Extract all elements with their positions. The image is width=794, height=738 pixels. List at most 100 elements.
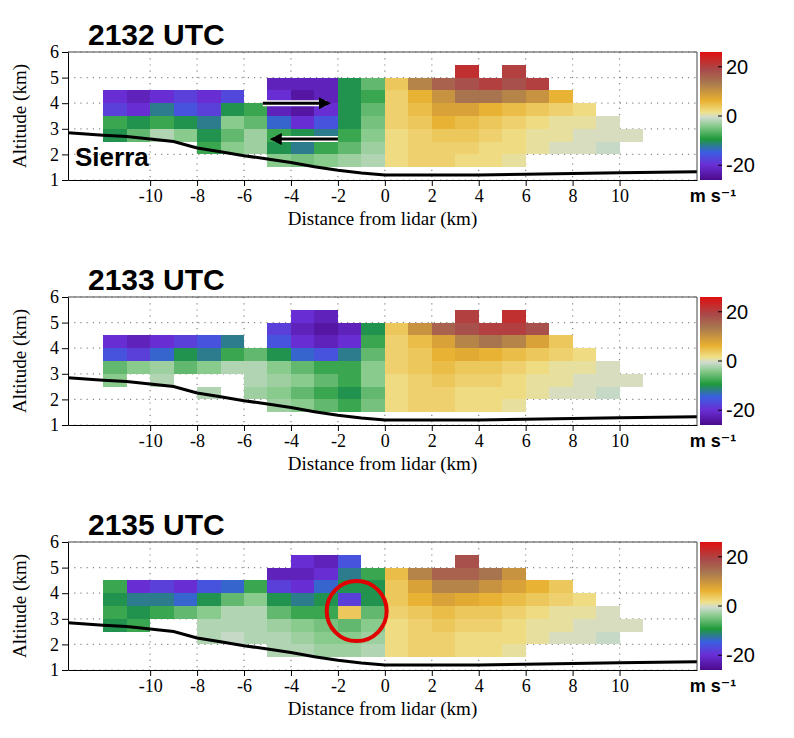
y-tick-label: 5 <box>50 313 59 333</box>
cell <box>408 323 431 336</box>
x-tick: -4 <box>284 425 299 451</box>
cell <box>338 399 361 412</box>
y-tick: 5 <box>50 313 68 333</box>
y-tick-label: 5 <box>50 558 59 578</box>
cell <box>526 374 549 387</box>
cell <box>267 78 290 91</box>
cell <box>596 632 619 645</box>
y-axis: 123456 <box>50 287 69 435</box>
colorbar-ramp <box>700 52 722 180</box>
cell <box>432 361 455 374</box>
cell <box>338 568 361 581</box>
cell <box>267 580 290 593</box>
cell <box>455 580 478 593</box>
cell <box>385 593 408 606</box>
grid-line <box>68 541 697 542</box>
cell <box>338 361 361 374</box>
x-tick: -2 <box>331 425 346 451</box>
cell <box>127 103 150 116</box>
x-tick: 10 <box>611 180 629 206</box>
x-tick-label: -4 <box>284 431 299 451</box>
cell <box>526 619 549 632</box>
x-tick-label: -2 <box>331 431 346 451</box>
cell <box>573 632 596 645</box>
cell <box>432 335 455 348</box>
cell <box>244 374 267 387</box>
cell <box>455 65 478 78</box>
cell <box>267 335 290 348</box>
y-tick-label: 6 <box>50 532 59 552</box>
cell <box>267 348 290 361</box>
cell <box>197 580 220 593</box>
cell <box>244 116 267 129</box>
cell <box>338 593 361 606</box>
cell <box>103 348 126 361</box>
y-axis-line <box>68 543 69 671</box>
cell <box>221 103 244 116</box>
cell <box>432 580 455 593</box>
x-tick-label: 6 <box>522 431 531 451</box>
cell <box>267 142 290 155</box>
colorbar-tick <box>718 361 722 362</box>
cell <box>502 129 525 142</box>
cell <box>526 323 549 336</box>
cell <box>408 78 431 91</box>
cell <box>549 374 572 387</box>
cell <box>526 632 549 645</box>
colorbar-tick <box>718 655 722 656</box>
x-tick: -4 <box>284 180 299 206</box>
cell <box>455 116 478 129</box>
grid-line <box>68 669 697 670</box>
cell <box>338 103 361 116</box>
y-tick-mark <box>62 180 68 181</box>
cell <box>150 361 173 374</box>
cell <box>127 606 150 619</box>
cell <box>408 154 431 167</box>
cell <box>432 103 455 116</box>
x-tick: 0 <box>381 425 390 451</box>
cell <box>150 348 173 361</box>
cell <box>573 593 596 606</box>
cell <box>314 374 337 387</box>
cell <box>244 606 267 619</box>
y-tick: 2 <box>50 635 68 655</box>
cell <box>573 361 596 374</box>
cell <box>103 593 126 606</box>
x-tick-label: -10 <box>139 676 163 696</box>
cell <box>432 619 455 632</box>
cell <box>549 90 572 103</box>
cell <box>455 644 478 657</box>
cell <box>408 644 431 657</box>
colorbar-tick-label: 0 <box>726 595 737 617</box>
cell <box>432 154 455 167</box>
cell <box>432 387 455 400</box>
cell <box>502 116 525 129</box>
cell <box>455 310 478 323</box>
arrow-halo <box>263 100 326 106</box>
y-tick-mark <box>62 348 68 349</box>
figure: -10-8-6-4-20246810123456Distance from li… <box>0 0 794 738</box>
x-axis-line <box>69 180 698 181</box>
cell <box>338 116 361 129</box>
cell <box>244 619 267 632</box>
cell <box>385 374 408 387</box>
x-tick-label: 10 <box>611 186 629 206</box>
cell <box>432 632 455 645</box>
y-tick-mark <box>62 399 68 400</box>
cell <box>596 606 619 619</box>
cell <box>385 129 408 142</box>
y-tick: 6 <box>50 42 68 62</box>
cell <box>174 593 197 606</box>
cell <box>338 335 361 348</box>
cell <box>549 632 572 645</box>
cell <box>502 374 525 387</box>
x-tick: 8 <box>569 425 578 451</box>
cell <box>502 593 525 606</box>
cell <box>150 580 173 593</box>
colorbar-tick <box>718 66 722 67</box>
cell <box>549 593 572 606</box>
y-tick-mark <box>62 52 68 53</box>
y-tick-mark <box>62 593 68 594</box>
cell <box>338 606 361 619</box>
cell <box>174 116 197 129</box>
